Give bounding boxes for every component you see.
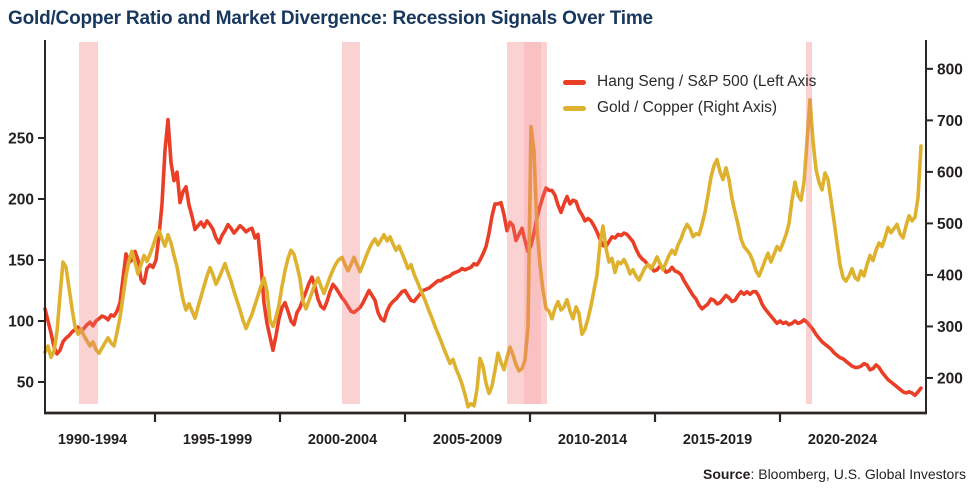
source-attribution: Source: Bloomberg, U.S. Global Investors [703,466,966,482]
series-line-hang-seng [43,117,923,398]
x-axis-label: 2010-2014 [558,432,627,448]
x-axis-label: 2020-2024 [808,432,877,448]
right-axis-tick-label: 200 [937,370,963,387]
legend-swatch-red [563,79,586,85]
recession-band [79,42,98,404]
left-axis-tick-label: 50 [17,375,34,392]
x-axis-label: 1990-1994 [58,432,127,448]
left-axis-tick-label: 200 [8,191,34,208]
legend-label-gold-copper: Gold / Copper (Right Axis) [597,99,778,116]
x-axis-label: 2015-2019 [683,432,752,448]
x-axis-label: 2005-2009 [433,432,502,448]
recession-band [507,42,547,404]
recession-band-inner [524,42,541,404]
right-axis-tick-label: 300 [937,319,963,336]
legend: Hang Seng / S&P 500 (Left Axis Gold / Co… [563,71,816,119]
chart-title: Gold/Copper Ratio and Market Divergence:… [8,8,653,29]
recession-band [342,42,360,404]
recession-band [806,42,812,404]
x-axis-label: 1995-1999 [183,432,252,448]
series-line-gold-copper [43,98,923,409]
right-axis-tick-label: 400 [937,267,963,284]
source-text: : Bloomberg, U.S. Global Investors [750,466,966,482]
left-axis-tick-label: 150 [8,252,34,269]
legend-swatch-gold [563,105,586,111]
right-axis-tick-label: 500 [937,216,963,233]
legend-label-hang-seng: Hang Seng / S&P 500 (Left Axis [597,73,817,90]
x-axis-label: 2000-2004 [308,432,377,448]
right-axis-tick-label: 600 [937,164,963,181]
source-label: Source [702,466,751,482]
left-axis-tick-label: 100 [8,314,34,331]
right-axis-tick-label: 800 [937,61,963,78]
legend-item-gold-copper: Gold / Copper (Right Axis) [563,97,816,119]
left-axis-tick-label: 250 [8,130,34,147]
legend-item-hang-seng: Hang Seng / S&P 500 (Left Axis [563,71,816,93]
right-axis-tick-label: 700 [937,113,963,130]
